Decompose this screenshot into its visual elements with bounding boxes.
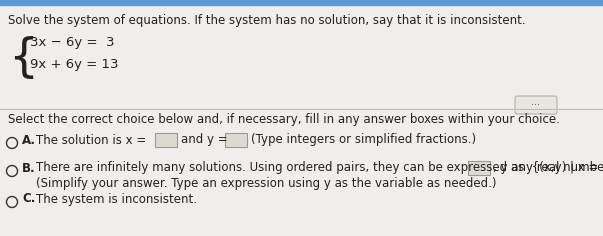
FancyBboxPatch shape: [515, 96, 557, 114]
Text: 9x + 6y = 13: 9x + 6y = 13: [30, 58, 119, 71]
FancyBboxPatch shape: [155, 133, 177, 147]
Text: {: {: [8, 36, 38, 81]
FancyBboxPatch shape: [468, 161, 490, 175]
Text: ···: ···: [531, 100, 540, 110]
Text: (Type integers or simplified fractions.): (Type integers or simplified fractions.): [251, 134, 476, 147]
Text: Select the correct choice below and, if necessary, fill in any answer boxes with: Select the correct choice below and, if …: [8, 113, 560, 126]
Text: and y =: and y =: [181, 134, 227, 147]
Text: B.: B.: [22, 161, 36, 174]
Text: The solution is x =: The solution is x =: [36, 134, 147, 147]
Text: The system is inconsistent.: The system is inconsistent.: [36, 193, 197, 206]
Text: 3x − 6y =  3: 3x − 6y = 3: [30, 36, 115, 49]
Text: (Simplify your answer. Type an expression using y as the variable as needed.): (Simplify your answer. Type an expressio…: [36, 177, 496, 190]
Text: There are infinitely many solutions. Using ordered pairs, they can be expressed : There are infinitely many solutions. Usi…: [36, 161, 598, 174]
FancyBboxPatch shape: [225, 133, 247, 147]
Text: A.: A.: [22, 134, 36, 147]
Text: C.: C.: [22, 193, 36, 206]
Text: Solve the system of equations. If the system has no solution, say that it is inc: Solve the system of equations. If the sy…: [8, 14, 526, 27]
Text: , y any real number}: , y any real number}: [493, 161, 603, 174]
Bar: [0, 0, 603, 5]
